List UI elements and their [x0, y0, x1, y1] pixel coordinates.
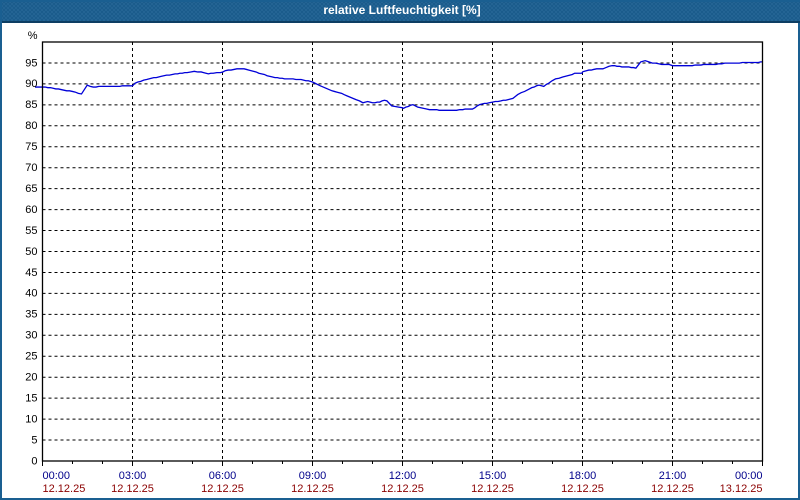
svg-text:0: 0: [31, 455, 37, 467]
svg-text:70: 70: [25, 162, 37, 174]
svg-text:20: 20: [25, 372, 37, 384]
svg-text:15: 15: [25, 392, 37, 404]
svg-text:35: 35: [25, 309, 37, 321]
svg-text:10: 10: [25, 413, 37, 425]
svg-text:00:00: 00:00: [735, 470, 763, 482]
svg-text:90: 90: [25, 78, 37, 90]
svg-text:21:00: 21:00: [659, 470, 687, 482]
svg-text:60: 60: [25, 204, 37, 216]
svg-text:40: 40: [25, 288, 37, 300]
svg-text:18:00: 18:00: [569, 470, 597, 482]
svg-text:15:00: 15:00: [479, 470, 507, 482]
svg-text:12.12.25: 12.12.25: [651, 483, 694, 495]
svg-text:85: 85: [25, 99, 37, 111]
svg-text:12.12.25: 12.12.25: [111, 483, 154, 495]
svg-text:5: 5: [31, 434, 37, 446]
svg-text:%: %: [28, 30, 38, 42]
svg-text:03:00: 03:00: [119, 470, 147, 482]
svg-text:12.12.25: 12.12.25: [561, 483, 604, 495]
svg-text:13.12.25: 13.12.25: [720, 483, 763, 495]
svg-text:12.12.25: 12.12.25: [471, 483, 514, 495]
svg-text:50: 50: [25, 246, 37, 258]
svg-text:12.12.25: 12.12.25: [43, 483, 86, 495]
svg-text:95: 95: [25, 57, 37, 69]
svg-text:30: 30: [25, 330, 37, 342]
svg-text:55: 55: [25, 225, 37, 237]
svg-text:06:00: 06:00: [209, 470, 237, 482]
svg-text:12.12.25: 12.12.25: [201, 483, 244, 495]
svg-text:25: 25: [25, 351, 37, 363]
svg-text:80: 80: [25, 120, 37, 132]
svg-text:65: 65: [25, 183, 37, 195]
svg-text:09:00: 09:00: [299, 470, 327, 482]
svg-text:12.12.25: 12.12.25: [291, 483, 334, 495]
svg-text:00:00: 00:00: [43, 470, 71, 482]
svg-text:45: 45: [25, 267, 37, 279]
svg-text:12:00: 12:00: [389, 470, 417, 482]
svg-text:12.12.25: 12.12.25: [381, 483, 424, 495]
svg-text:75: 75: [25, 141, 37, 153]
